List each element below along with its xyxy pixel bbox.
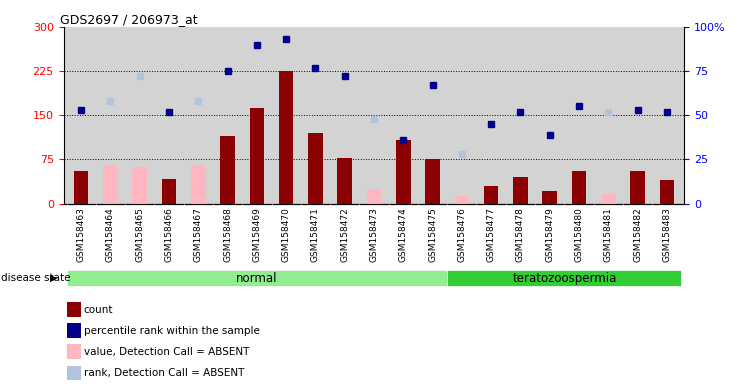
Bar (220, 136, 235, 204)
Bar (631, 171, 645, 204)
Text: GSM158475: GSM158475 (428, 207, 437, 262)
Text: GSM158468: GSM158468 (223, 207, 232, 262)
Text: GSM158463: GSM158463 (76, 207, 86, 262)
Bar (396, 140, 411, 204)
Text: value, Detection Call = ABSENT: value, Detection Call = ABSENT (84, 347, 249, 357)
Text: GSM158469: GSM158469 (252, 207, 261, 262)
Text: GSM158476: GSM158476 (457, 207, 466, 262)
Bar (455, 196, 469, 204)
Text: GSM158478: GSM158478 (516, 207, 525, 262)
Text: ▶: ▶ (50, 273, 58, 283)
Bar (337, 157, 352, 204)
Bar (660, 180, 674, 204)
Text: disease state: disease state (1, 273, 70, 283)
Bar (74, 171, 88, 204)
Text: GSM158479: GSM158479 (545, 207, 554, 262)
Text: GDS2697 / 206973_at: GDS2697 / 206973_at (61, 13, 198, 26)
Bar (162, 179, 177, 204)
Text: GSM158482: GSM158482 (633, 207, 642, 262)
Bar (571, 171, 586, 204)
Bar (132, 167, 147, 204)
Text: GSM158477: GSM158477 (487, 207, 496, 262)
Bar (191, 165, 206, 204)
Bar (542, 190, 557, 204)
Text: GSM158464: GSM158464 (106, 207, 115, 262)
Text: rank, Detection Call = ABSENT: rank, Detection Call = ABSENT (84, 368, 244, 378)
Bar (308, 133, 322, 204)
Text: count: count (84, 305, 113, 314)
Bar (426, 159, 440, 204)
Bar (484, 186, 498, 204)
Text: GSM158471: GSM158471 (311, 207, 320, 262)
Text: GSM158474: GSM158474 (399, 207, 408, 262)
Text: GSM158467: GSM158467 (194, 207, 203, 262)
Text: GSM158483: GSM158483 (662, 207, 672, 262)
Text: GSM158465: GSM158465 (135, 207, 144, 262)
Bar (513, 177, 528, 204)
Text: teratozoospermia: teratozoospermia (512, 271, 616, 285)
Text: percentile rank within the sample: percentile rank within the sample (84, 326, 260, 336)
Text: GSM158481: GSM158481 (604, 207, 613, 262)
Bar (67, 270, 447, 286)
Text: GSM158480: GSM158480 (574, 207, 583, 262)
Text: normal: normal (236, 271, 278, 285)
Text: GSM158472: GSM158472 (340, 207, 349, 262)
Bar (103, 165, 117, 204)
Bar (367, 189, 381, 204)
Text: GSM158470: GSM158470 (282, 207, 291, 262)
Bar (250, 108, 264, 204)
Bar (447, 270, 681, 286)
Text: GSM158473: GSM158473 (370, 207, 378, 262)
Bar (279, 71, 293, 204)
Text: GSM158466: GSM158466 (165, 207, 174, 262)
Bar (601, 194, 616, 204)
